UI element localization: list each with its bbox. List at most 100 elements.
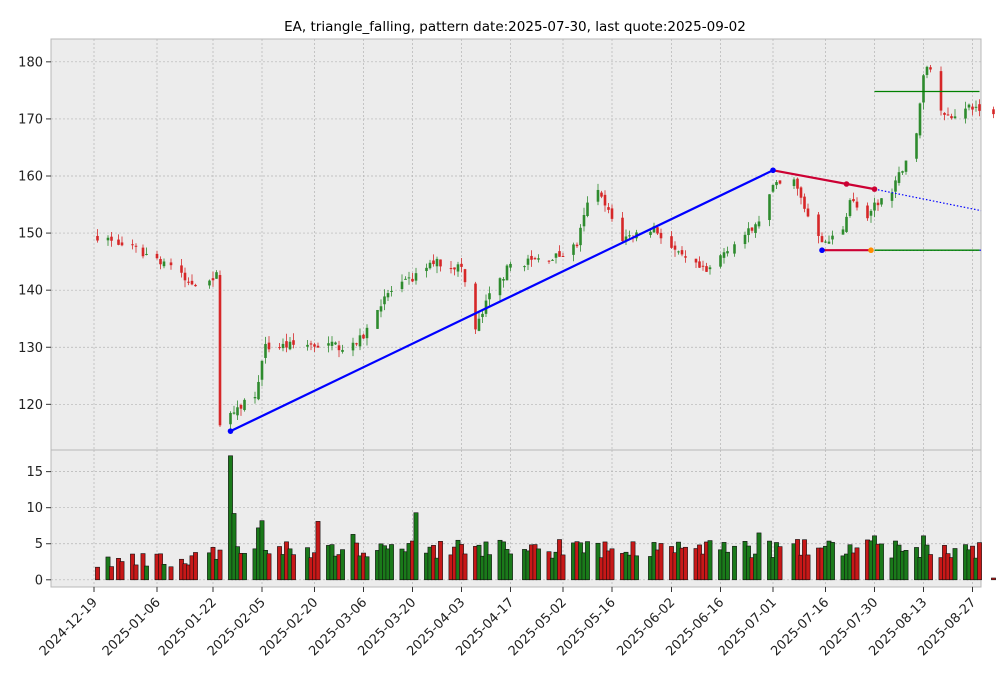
candle-body [180,265,183,273]
candle-body [474,283,477,330]
candle-body [509,263,512,268]
candle-body [453,267,456,270]
pattern-lines [227,90,982,434]
candle-body [701,265,705,267]
candle-body [407,277,411,279]
candle-body [239,405,243,409]
candle-body [134,245,138,247]
candle-body [183,272,187,281]
candle-body [460,263,463,267]
candle-body [456,264,460,272]
volume-bar [487,554,492,581]
candle-body [586,202,589,217]
candle-body [754,224,757,233]
volume-bars [95,455,996,581]
pivot-point [770,167,776,174]
candle-body [498,278,502,296]
price-panel: 120 130 140 150 160 170 180 [18,38,995,451]
volume-bar [725,551,730,581]
candle-body [288,341,292,350]
candle-body [481,313,484,318]
volume-bar [340,549,345,581]
candle-body [855,201,859,208]
pivot-point [868,247,874,254]
candle-body [187,281,190,283]
trend-line [230,169,774,433]
candle-body [719,255,722,267]
candle-body [260,360,264,380]
chart-title: EA, triangle_falling, pattern date:2025-… [284,19,746,35]
candle-body [694,258,698,263]
candle-body [316,345,320,348]
volume-bar [830,542,835,581]
candle-body [159,258,162,265]
candle-body [281,343,285,349]
candle-body [831,235,834,240]
volume-bar [977,542,982,581]
candle-body [806,208,810,217]
candle-body [215,272,218,279]
volume-bar [291,554,296,581]
volume-bar [266,553,272,581]
trend-line [772,169,875,191]
candle-body [523,266,526,268]
candle-body [425,267,428,272]
candle-body [547,260,551,262]
candle-body [964,108,967,119]
candle-body [362,334,365,339]
candle-body [824,241,827,243]
candle-body [684,256,687,258]
candle-body [449,268,453,270]
price-y-tick-label: 120 [18,398,43,413]
volume-bar [854,547,860,581]
candle-body [621,217,624,242]
volume-y-tick-label: 0 [35,573,43,588]
candle-body [365,327,369,339]
volume-bar [119,561,125,581]
candle-body [561,255,565,257]
candle-body [747,228,750,236]
candle-body [841,229,845,235]
candle-body [414,273,418,281]
candle-body [169,262,173,266]
pivot-point [227,428,234,434]
candle-body [799,187,803,198]
volume-bar [508,553,513,581]
volume-grid [51,450,981,587]
candle-body [950,116,953,119]
candle-body [943,112,946,115]
price-y-tick-label: 140 [18,284,43,299]
candle-body [915,133,918,159]
candle-body [428,262,432,269]
candle-body [236,407,239,416]
candle-body [477,318,481,331]
candle-body [309,343,313,345]
candle-body [698,261,701,268]
volume-bar [777,546,783,581]
candle-body [141,247,145,257]
candle-body [211,278,215,281]
candle-body [659,232,663,239]
candle-body [967,104,971,108]
price-y-axis: 120 130 140 150 160 170 180 [18,55,51,413]
volume-bar [95,566,100,581]
candle-body [229,412,232,425]
candle-body [992,109,995,115]
volume-bar [952,548,958,581]
volume-bar [879,543,884,581]
candle-body [845,216,848,232]
volume-y-tick-label: 15 [26,465,43,480]
candle-body [628,235,631,237]
volume-bar [634,555,639,581]
candle-body [873,202,876,211]
candle-body [918,103,922,136]
candle-body [880,198,883,205]
volume-bar [732,545,737,581]
volume-bar [928,554,933,581]
x-tick-label: 2024-12-19 [37,595,101,659]
candle-body [775,182,778,186]
candle-body [677,251,680,253]
volume-bar [991,577,996,581]
candle-body [155,253,159,259]
